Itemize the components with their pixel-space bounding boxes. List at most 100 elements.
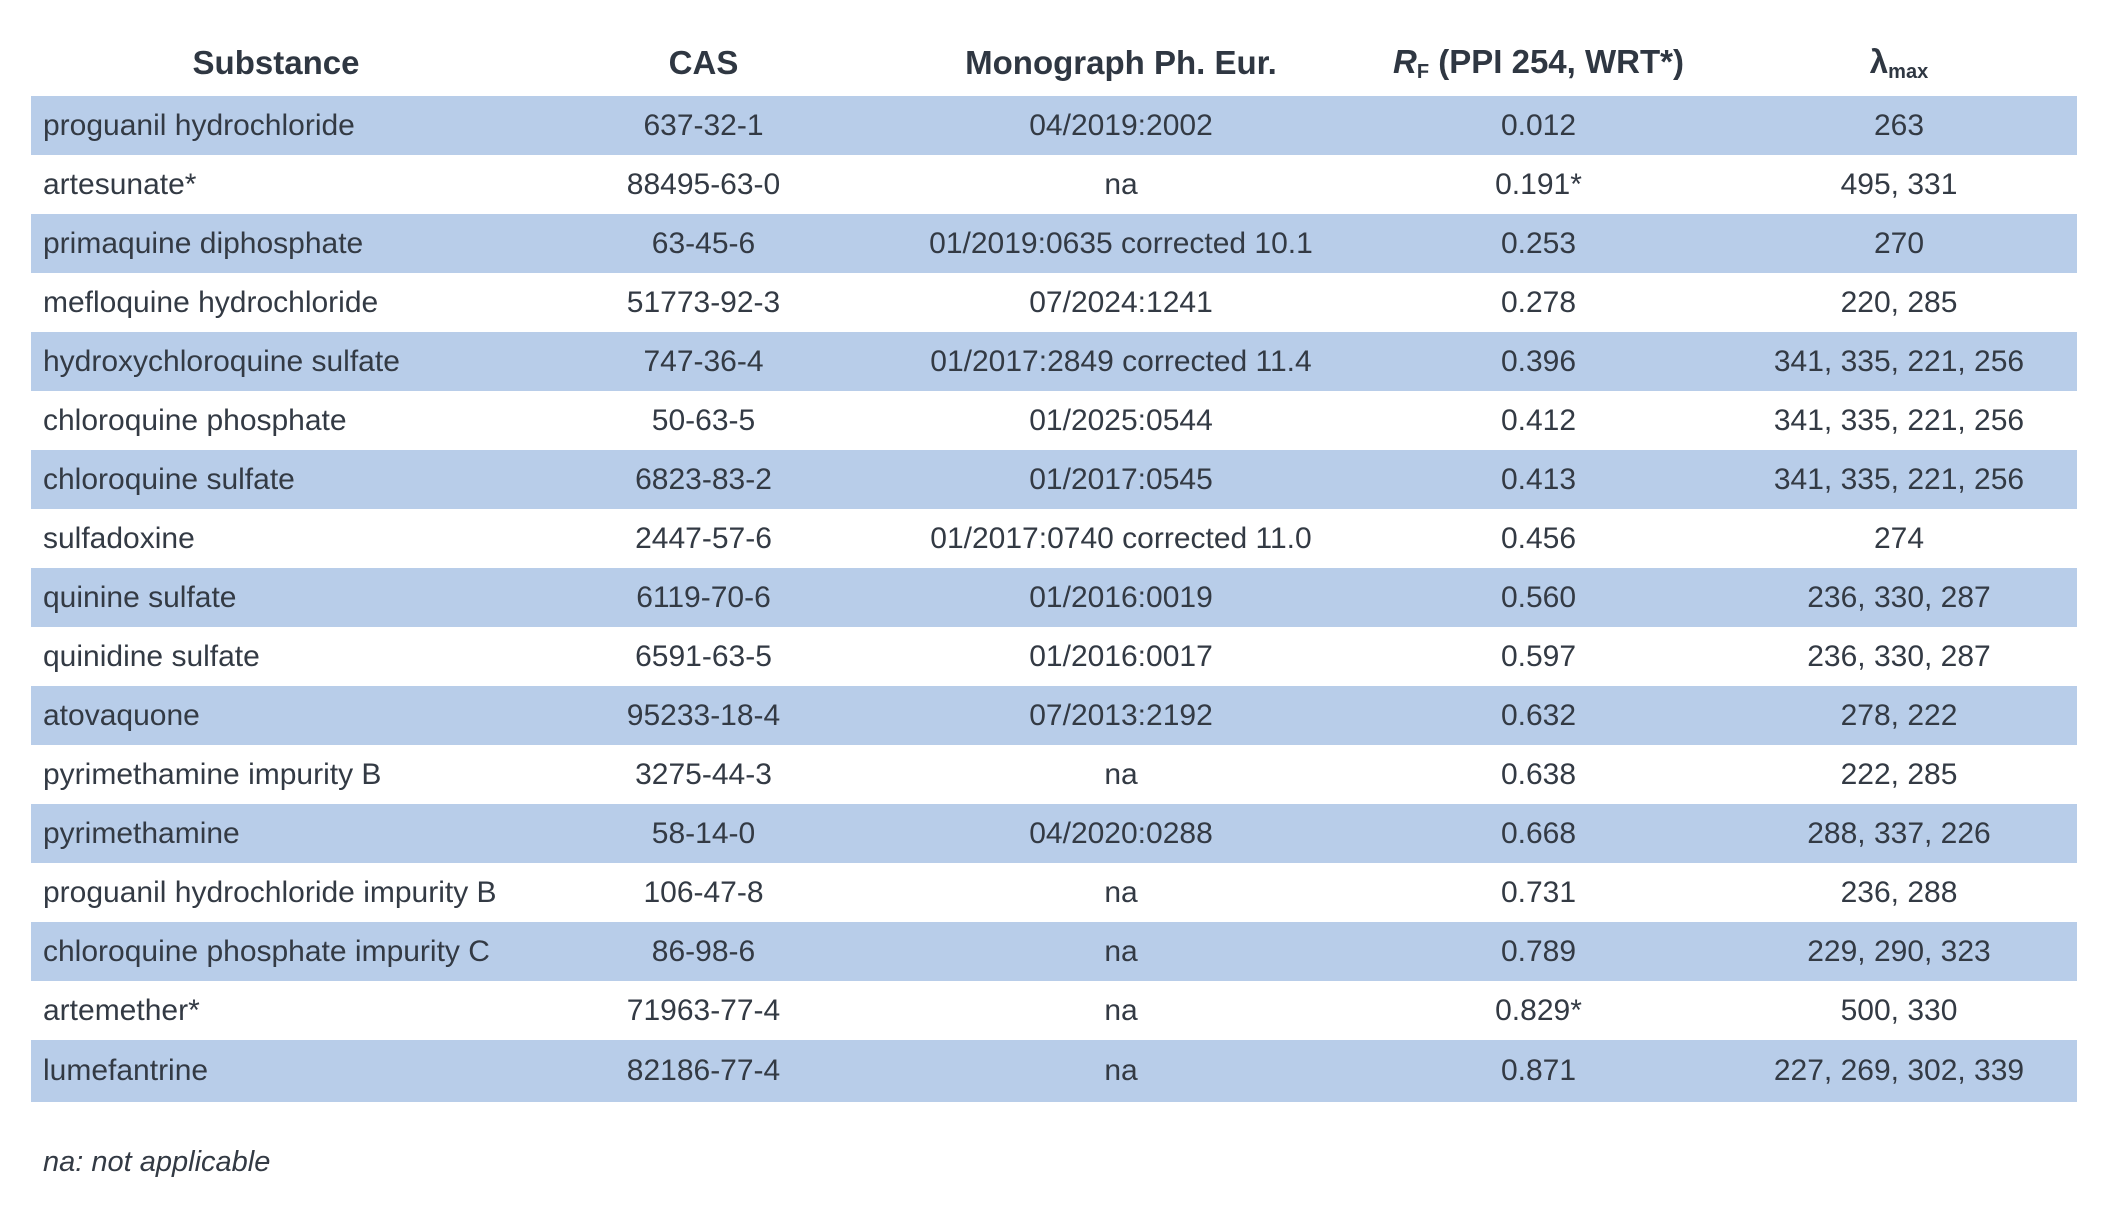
cell-monograph: 01/2019:0635 corrected 10.1 bbox=[886, 214, 1356, 273]
cell-monograph: na bbox=[1104, 993, 1138, 1027]
cell-lambda-max: 236, 330, 287 bbox=[1807, 639, 1991, 673]
cell-cas: 747-36-4 bbox=[521, 332, 886, 391]
cell-substance: proguanil hydrochloride bbox=[31, 96, 521, 155]
table-row: quinidine sulfate 6591-63-5 01/2016:0017 0.… bbox=[31, 627, 2077, 686]
table-row: sulfadoxine 2447-57-6 01/2017:0740 correct… bbox=[31, 509, 2077, 568]
cell-cas: 6823-83-2 bbox=[521, 450, 886, 509]
cell-cas: 95233-18-4 bbox=[521, 686, 886, 745]
cell-rf: 0.412 bbox=[1500, 403, 1577, 437]
cell-lambda-max: 236, 288 bbox=[1840, 875, 1958, 909]
cell-lambda-max: 495, 331 bbox=[1840, 167, 1958, 201]
header-cas: CAS bbox=[668, 44, 739, 81]
cell-rf: 0.253 bbox=[1356, 214, 1721, 273]
cell-monograph: na bbox=[1104, 167, 1138, 201]
cell-monograph: 07/2024:1241 bbox=[1029, 285, 1213, 319]
table-row: hydroxychloroquine sulfate 747-36-4 01/201… bbox=[31, 332, 2077, 391]
cell-cas: 63-45-6 bbox=[521, 214, 886, 273]
substance-table-container: Substance CAS Monograph Ph. Eur. RF (PPI… bbox=[31, 30, 2077, 1102]
cell-substance: quinine sulfate bbox=[31, 568, 521, 627]
table-row: proguanil hydrochloride 637-32-1 04/2019:2… bbox=[31, 96, 2077, 155]
cell-rf: 0.413 bbox=[1356, 450, 1721, 509]
cell-lambda-max: 222, 285 bbox=[1840, 757, 1958, 791]
cell-rf: 0.789 bbox=[1356, 922, 1721, 981]
header-substance: Substance bbox=[192, 44, 360, 81]
cell-cas: 88495-63-0 bbox=[626, 167, 781, 201]
header-lambda-symbol: λ bbox=[1869, 42, 1889, 80]
cell-substance: lumefantrine bbox=[31, 1040, 521, 1102]
cell-cas: 6119-70-6 bbox=[521, 568, 886, 627]
cell-rf: 0.396 bbox=[1356, 332, 1721, 391]
cell-cas: 86-98-6 bbox=[521, 922, 886, 981]
cell-rf: 0.456 bbox=[1500, 521, 1577, 555]
table-row: chloroquine sulfate 6823-83-2 01/2017:0545… bbox=[31, 450, 2077, 509]
table-row: lumefantrine 82186-77-4 na 0.871 227, 269, 3… bbox=[31, 1040, 2077, 1102]
cell-monograph: 04/2019:2002 bbox=[886, 96, 1356, 155]
header-row: Substance CAS Monograph Ph. Eur. RF (PPI… bbox=[31, 30, 2077, 96]
cell-cas: 106-47-8 bbox=[643, 875, 764, 909]
cell-cas: 71963-77-4 bbox=[626, 993, 781, 1027]
cell-substance: chloroquine phosphate bbox=[43, 403, 347, 437]
cell-substance: proguanil hydrochloride impurity B bbox=[43, 875, 497, 909]
table-row: pyrimethamine 58-14-0 04/2020:0288 0.668 288… bbox=[31, 804, 2077, 863]
cell-cas: 51773-92-3 bbox=[626, 285, 781, 319]
cell-monograph: 01/2017:0545 bbox=[886, 450, 1356, 509]
cell-substance: mefloquine hydrochloride bbox=[43, 285, 379, 319]
cell-lambda-max: 341, 335, 221, 256 bbox=[1721, 450, 2077, 509]
cell-monograph: na bbox=[886, 1040, 1356, 1102]
cell-lambda-max: 229, 290, 323 bbox=[1721, 922, 2077, 981]
cell-rf: 0.632 bbox=[1356, 686, 1721, 745]
cell-monograph: na bbox=[886, 922, 1356, 981]
substance-table: Substance CAS Monograph Ph. Eur. RF (PPI… bbox=[31, 30, 2077, 1102]
cell-cas: 6591-63-5 bbox=[635, 639, 772, 673]
cell-rf: 0.731 bbox=[1500, 875, 1577, 909]
cell-substance: chloroquine sulfate bbox=[31, 450, 521, 509]
table-row: artemether* 71963-77-4 na 0.829* 500, 330 bbox=[31, 981, 2077, 1040]
header-lambda-max: λmax bbox=[1721, 30, 2077, 96]
header-rf: RF (PPI 254, WRT*) bbox=[1356, 30, 1721, 96]
header-rf-subscript: F bbox=[1416, 60, 1430, 83]
cell-substance: artemether* bbox=[43, 993, 200, 1027]
cell-rf: 0.278 bbox=[1500, 285, 1577, 319]
cell-rf: 0.012 bbox=[1356, 96, 1721, 155]
header-rf-symbol: R bbox=[1393, 42, 1417, 80]
table-row: primaquine diphosphate 63-45-6 01/2019:063… bbox=[31, 214, 2077, 273]
cell-monograph: 01/2016:0017 bbox=[1029, 639, 1213, 673]
cell-substance: pyrimethamine bbox=[31, 804, 521, 863]
cell-rf: 0.597 bbox=[1500, 639, 1577, 673]
cell-lambda-max: 236, 330, 287 bbox=[1721, 568, 2077, 627]
cell-cas: 3275-44-3 bbox=[635, 757, 772, 791]
cell-monograph: 07/2013:2192 bbox=[886, 686, 1356, 745]
cell-cas: 50-63-5 bbox=[651, 403, 756, 437]
cell-lambda-max: 341, 335, 221, 256 bbox=[1721, 332, 2077, 391]
cell-lambda-max: 263 bbox=[1721, 96, 2077, 155]
cell-substance: artesunate* bbox=[43, 167, 197, 201]
cell-rf: 0.560 bbox=[1356, 568, 1721, 627]
cell-substance: primaquine diphosphate bbox=[31, 214, 521, 273]
cell-cas: 58-14-0 bbox=[521, 804, 886, 863]
footnote: na: not applicable bbox=[43, 1146, 271, 1178]
table-row: chloroquine phosphate 50-63-5 01/2025:0544… bbox=[31, 391, 2077, 450]
cell-substance: quinidine sulfate bbox=[43, 639, 260, 673]
cell-lambda-max: 500, 330 bbox=[1840, 993, 1958, 1027]
cell-substance: sulfadoxine bbox=[43, 521, 195, 555]
cell-substance: pyrimethamine impurity B bbox=[43, 757, 382, 791]
cell-substance: chloroquine phosphate impurity C bbox=[31, 922, 521, 981]
cell-monograph: 01/2017:0740 corrected 11.0 bbox=[930, 521, 1312, 555]
table-row: quinine sulfate 6119-70-6 01/2016:0019 0.56… bbox=[31, 568, 2077, 627]
cell-lambda-max: 270 bbox=[1721, 214, 2077, 273]
header-rf-conditions: (PPI 254, WRT*) bbox=[1429, 42, 1684, 80]
cell-lambda-max: 220, 285 bbox=[1840, 285, 1958, 319]
cell-lambda-max: 341, 335, 221, 256 bbox=[1773, 403, 2025, 437]
table-header: Substance CAS Monograph Ph. Eur. RF (PPI… bbox=[31, 30, 2077, 96]
cell-monograph: na bbox=[1104, 875, 1138, 909]
cell-rf: 0.829* bbox=[1495, 993, 1582, 1027]
table-row: proguanil hydrochloride impurity B 106-47… bbox=[31, 863, 2077, 922]
table-body: proguanil hydrochloride 637-32-1 04/2019:2… bbox=[31, 96, 2077, 1102]
header-monograph: Monograph Ph. Eur. bbox=[965, 44, 1277, 81]
table-row: mefloquine hydrochloride 51773-92-3 07/202… bbox=[31, 273, 2077, 332]
table-row: pyrimethamine impurity B 3275-44-3 na 0.638… bbox=[31, 745, 2077, 804]
table-row: chloroquine phosphate impurity C 86-98-6 n… bbox=[31, 922, 2077, 981]
table-row: artesunate* 88495-63-0 na 0.191* 495, 331 bbox=[31, 155, 2077, 214]
cell-rf: 0.668 bbox=[1356, 804, 1721, 863]
table-row: atovaquone 95233-18-4 07/2013:2192 0.632 278… bbox=[31, 686, 2077, 745]
